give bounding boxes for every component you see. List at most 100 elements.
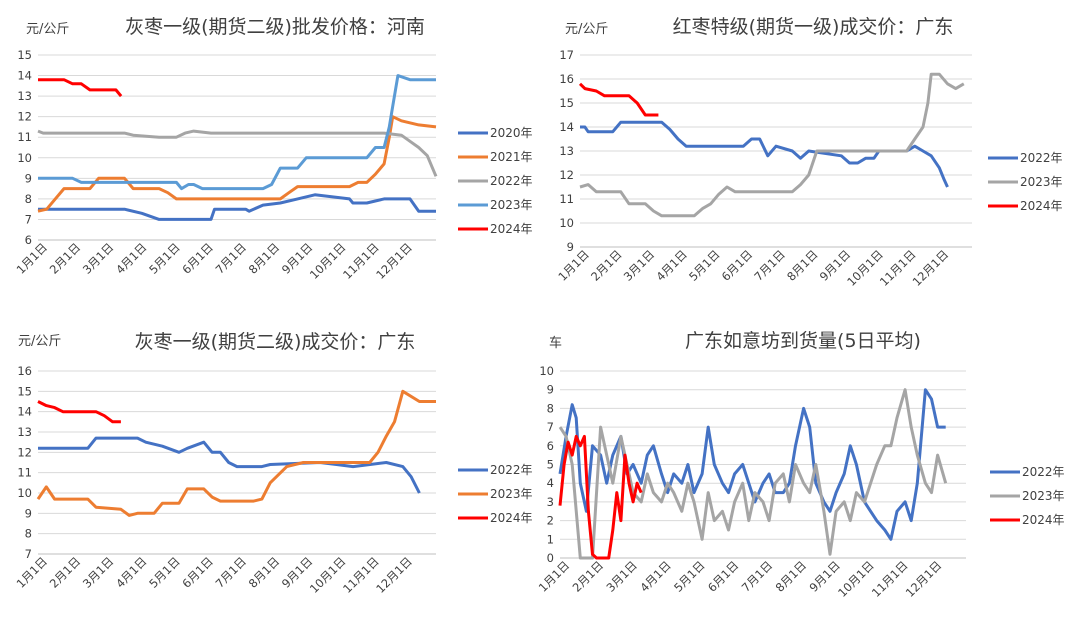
series-line-2021年 (37, 115, 437, 213)
series-line-2022年 (37, 129, 438, 177)
chart-title: 灰枣一级(期货二级)成交价：广东 (135, 331, 416, 353)
legend-label: 2022年 (1022, 465, 1065, 479)
x-tick-label: 8月1日 (246, 240, 283, 277)
x-tick-label: 3月1日 (80, 554, 117, 591)
x-tick-label: 2月1日 (47, 240, 84, 277)
y-tick-label: 8 (25, 527, 32, 541)
y-tick-label: 7 (547, 420, 554, 434)
x-tick-label: 6月1日 (719, 247, 756, 284)
y-tick-label: 10 (17, 486, 32, 500)
y-tick-label: 7 (25, 212, 32, 226)
x-tick-label: 5月1日 (146, 554, 183, 591)
y-tick-label: 15 (559, 96, 574, 110)
x-tick-label: 12月1日 (903, 558, 945, 600)
series-line-2023年 (579, 72, 965, 218)
y-tick-label: 14 (559, 120, 574, 134)
x-tick-label: 7月1日 (213, 240, 250, 277)
y-tick-label: 13 (559, 144, 574, 158)
x-tick-label: 7月1日 (213, 554, 250, 591)
legend-label: 2023年 (1022, 489, 1065, 503)
legend-label: 2023年 (490, 198, 533, 212)
x-tick-label: 7月1日 (751, 247, 788, 284)
x-tick-label: 4月1日 (653, 247, 690, 284)
legend-label: 2024年 (1022, 513, 1065, 527)
legend-label: 2023年 (490, 487, 533, 501)
x-tick-label: 1月1日 (536, 558, 573, 595)
chart-panel-3: 灰枣一级(期货二级)成交价：广东元/公斤789101112131415161月1… (14, 331, 533, 596)
y-unit-label: 元/公斤 (18, 334, 61, 349)
x-tick-label: 6月1日 (179, 554, 216, 591)
y-tick-label: 10 (559, 216, 574, 230)
y-tick-label: 0 (547, 551, 554, 565)
x-tick-label: 3月1日 (603, 558, 640, 595)
x-tick-label: 6月1日 (179, 240, 216, 277)
x-tick-label: 4月1日 (113, 554, 150, 591)
y-tick-label: 5 (547, 458, 554, 472)
y-tick-label: 16 (17, 364, 32, 378)
x-tick-label: 2月1日 (588, 247, 625, 284)
y-tick-label: 9 (567, 240, 574, 254)
series-line-2023年 (558, 388, 948, 560)
legend-label: 2022年 (1020, 151, 1063, 165)
x-tick-label: 2月1日 (47, 554, 84, 591)
series-line-2022年 (558, 388, 946, 541)
y-tick-label: 8 (25, 192, 32, 206)
y-tick-label: 12 (17, 110, 32, 124)
series-line-2024年 (578, 82, 659, 117)
y-unit-label: 元/公斤 (26, 22, 69, 37)
y-tick-label: 3 (547, 495, 554, 509)
y-tick-label: 7 (25, 547, 32, 561)
chart-title: 广东如意坊到货量(5日平均) (685, 330, 921, 352)
legend-label: 2024年 (490, 222, 533, 236)
x-tick-label: 8月1日 (246, 554, 283, 591)
chart-panel-2: 红枣特级(期货一级)成交价：广东元/公斤910111213141516171月1… (555, 16, 1062, 289)
chart-panel-1: 灰枣一级(期货二级)批发价格：河南元/公斤67891011121314151月1… (14, 16, 533, 282)
legend-label: 2024年 (1020, 199, 1063, 213)
legend-label: 2022年 (490, 463, 533, 477)
y-unit-label: 车 (549, 335, 562, 351)
x-tick-label: 2月1日 (570, 558, 607, 595)
y-tick-label: 15 (17, 384, 32, 398)
y-tick-label: 14 (17, 69, 32, 83)
x-tick-label: 6月1日 (705, 558, 742, 595)
series-line-2020年 (38, 193, 436, 221)
series-line-2023年 (36, 389, 436, 517)
y-tick-label: 13 (17, 89, 32, 103)
y-tick-label: 4 (547, 476, 554, 490)
x-tick-label: 4月1日 (113, 240, 150, 277)
legend-label: 2023年 (1020, 175, 1063, 189)
y-tick-label: 9 (25, 171, 32, 185)
y-tick-label: 9 (25, 506, 32, 520)
y-tick-label: 12 (17, 445, 32, 459)
y-tick-label: 10 (539, 364, 554, 378)
y-tick-label: 10 (17, 151, 32, 165)
y-tick-label: 2 (547, 514, 554, 528)
y-tick-label: 16 (559, 72, 574, 86)
x-tick-label: 8月1日 (773, 558, 810, 595)
x-tick-label: 12月1日 (910, 247, 952, 289)
series-line-2023年 (38, 74, 436, 191)
series-line-2022年 (38, 436, 421, 494)
x-tick-label: 11月1日 (869, 558, 911, 600)
series-line-2024年 (558, 434, 643, 560)
chart-title: 灰枣一级(期货二级)批发价格：河南 (125, 16, 425, 38)
y-tick-label: 14 (17, 405, 32, 419)
legend-label: 2022年 (490, 174, 533, 188)
y-tick-label: 9 (547, 383, 554, 397)
y-tick-label: 1 (547, 532, 554, 546)
series-line-2022年 (580, 120, 949, 188)
y-tick-label: 13 (17, 425, 32, 439)
x-tick-label: 8月1日 (784, 247, 821, 284)
x-tick-label: 12月1日 (373, 240, 415, 282)
chart-title: 红枣特级(期货一级)成交价：广东 (673, 16, 954, 38)
y-tick-label: 11 (17, 466, 32, 480)
x-tick-label: 3月1日 (621, 247, 658, 284)
y-tick-label: 6 (547, 439, 554, 453)
x-tick-label: 10月1日 (835, 558, 877, 600)
legend-label: 2020年 (490, 126, 533, 140)
y-tick-label: 17 (559, 48, 574, 62)
x-tick-label: 4月1日 (637, 558, 674, 595)
y-unit-label: 元/公斤 (565, 22, 608, 37)
x-tick-label: 7月1日 (739, 558, 776, 595)
